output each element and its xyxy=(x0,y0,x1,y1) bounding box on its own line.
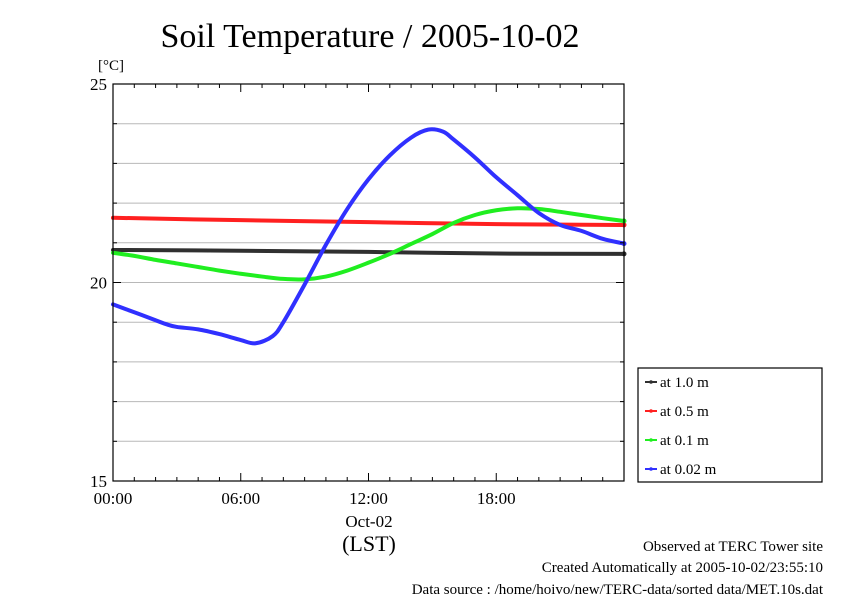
x-axis-label: (LST) xyxy=(342,531,396,556)
y-tick-label: 20 xyxy=(90,274,107,293)
y-axis-ticks: 15 20 25 xyxy=(90,75,624,491)
series-line-at-0-5-m xyxy=(111,215,626,227)
x-tick-label: 12:00 xyxy=(349,489,388,508)
x-axis-date-label: Oct-02 xyxy=(345,512,392,531)
legend-box xyxy=(637,367,823,483)
chart-title: Soil Temperature / 2005-10-02 xyxy=(160,18,579,55)
legend-label-at-0-1-m: at 0.1 m xyxy=(660,433,709,449)
legend-label-at-0-02-m: at 0.02 m xyxy=(660,462,717,478)
series-layer xyxy=(111,127,627,346)
x-tick-label: 18:00 xyxy=(477,489,516,508)
legend-marker-at-0-1-m xyxy=(649,438,653,442)
legend-label-at-1-0-m: at 1.0 m xyxy=(660,375,709,391)
x-tick-label: 06:00 xyxy=(221,489,260,508)
y-tick-label: 25 xyxy=(90,75,107,94)
y-tick-label: 15 xyxy=(90,472,107,491)
legend-label-at-0-5-m: at 0.5 m xyxy=(660,404,709,420)
series-line-at-1-0-m xyxy=(111,247,626,256)
y-axis-unit-label: [°C] xyxy=(98,58,124,74)
footer-created-timestamp: Created Automatically at 2005-10-02/23:5… xyxy=(542,560,823,576)
footer-observed-site: Observed at TERC Tower site xyxy=(643,539,823,555)
legend: at 1.0 m at 0.5 m at 0.1 m at 0.02 m xyxy=(637,367,823,483)
series-line-at-0-1-m xyxy=(111,206,626,282)
footer-data-source: Data source : /home/hoivo/new/TERC-data/… xyxy=(412,582,824,595)
legend-marker-at-0-5-m xyxy=(649,409,653,413)
legend-marker-at-1-0-m xyxy=(649,380,653,384)
x-axis-ticks: 00:00 06:00 12:00 18:00 xyxy=(94,84,625,508)
x-tick-label: 00:00 xyxy=(94,489,133,508)
series-line-at-0-02-m xyxy=(111,127,626,346)
grid-lines xyxy=(113,123,624,442)
legend-marker-at-0-02-m xyxy=(649,467,653,471)
